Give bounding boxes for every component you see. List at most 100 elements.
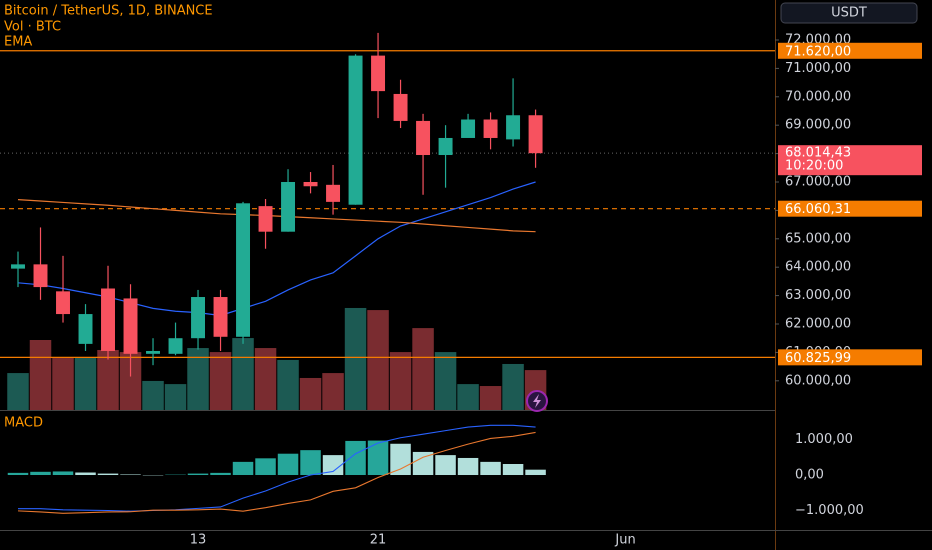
candle-body — [528, 115, 543, 154]
volume-bar — [277, 359, 299, 410]
price-line-label: 60.825,99 — [785, 351, 851, 366]
candle-body — [393, 93, 408, 121]
macd-histogram-bar — [390, 443, 411, 476]
volume-bar — [344, 307, 367, 410]
currency-button[interactable] — [780, 2, 918, 24]
candle-body — [11, 264, 25, 269]
y-tick-label: 65.000,00 — [785, 231, 851, 246]
y-tick-label: 71.000,00 — [785, 61, 851, 76]
price-line-badge — [778, 42, 922, 59]
plot — [0, 32, 775, 514]
price-line-label: 66.060,31 — [785, 202, 851, 217]
last-price-label: 68.014,43 — [785, 146, 851, 161]
macd-tick-label: 0,00 — [795, 468, 824, 483]
price-line-label: 71.620,00 — [785, 44, 851, 59]
macd-tick-label: 1.000,00 — [795, 432, 853, 447]
candle-body — [483, 119, 498, 138]
volume-bar — [97, 349, 119, 410]
volume-bar — [29, 340, 52, 410]
macd-histogram-bar — [30, 471, 51, 476]
candle-body — [123, 298, 138, 354]
ema-line — [17, 199, 536, 233]
candle-body — [146, 350, 160, 354]
volume-bar — [142, 380, 164, 410]
last-price-badge — [778, 145, 922, 176]
macd-histogram-bar — [457, 457, 479, 476]
macd-histogram-bar — [300, 450, 321, 476]
macd-histogram-bar — [525, 469, 546, 476]
macd-histogram-bar — [75, 472, 96, 476]
volume-bar — [457, 384, 479, 410]
volume-bar — [7, 373, 29, 410]
volume-bar — [209, 352, 232, 410]
volume-bar — [254, 348, 277, 410]
volume-label: Vol · BTC — [4, 20, 61, 35]
candle-body — [168, 338, 183, 354]
volume-bar — [389, 352, 412, 410]
volume-bar — [502, 363, 524, 410]
x-tick-label: Jun — [614, 533, 635, 548]
volume-bar — [232, 338, 254, 410]
price-axis: 1321Jun60.000,0061.000,0062.000,0063.000… — [190, 32, 922, 548]
volume-bar — [187, 348, 209, 410]
candle-body — [416, 120, 431, 156]
alert-bolt — [533, 394, 541, 408]
candle-body — [56, 291, 70, 315]
macd-line — [18, 424, 536, 512]
macd-label: MACD — [4, 416, 43, 431]
candle-body — [78, 314, 93, 344]
y-tick-label: 62.000,00 — [785, 317, 851, 332]
macd-tick-label: −1.000,00 — [795, 503, 864, 518]
y-tick-label: 63.000,00 — [785, 288, 851, 303]
countdown-label: 10:20:00 — [785, 159, 843, 174]
volume-bar — [52, 358, 74, 410]
candle-body — [281, 181, 296, 232]
y-tick-label: 64.000,00 — [785, 260, 851, 275]
volume-bar — [434, 352, 457, 410]
macd-histogram-bar — [277, 453, 299, 476]
candle-body — [461, 119, 476, 138]
volume-bar — [119, 352, 142, 410]
currency-label[interactable]: USDT — [831, 6, 867, 21]
volume-bar — [479, 386, 502, 410]
macd-histogram-bar — [480, 461, 501, 476]
candle-body — [326, 184, 341, 202]
candle-body — [348, 55, 363, 205]
macd-histogram-bar — [97, 473, 119, 476]
candle-body — [33, 264, 48, 288]
macd-histogram-bar — [210, 472, 231, 476]
price-line-badge — [778, 349, 922, 366]
candle-body — [236, 203, 251, 337]
macd-histogram-bar — [322, 455, 344, 476]
macd-histogram-bar — [187, 473, 209, 476]
y-tick-label: 67.000,00 — [785, 174, 851, 189]
price-line-badge — [778, 200, 922, 217]
volume-bar — [367, 310, 389, 410]
macd-histogram-bar — [120, 474, 141, 476]
x-tick-label: 21 — [370, 533, 387, 548]
volume-bar — [412, 328, 434, 410]
ema-label: EMA — [4, 35, 32, 50]
macd-histogram-bar — [502, 464, 524, 476]
candle-body — [213, 297, 228, 337]
macd-histogram-bar — [412, 451, 434, 476]
macd-histogram-bar — [345, 440, 366, 476]
candle-body — [506, 115, 521, 140]
macd-histogram-bar — [255, 458, 276, 476]
candle-body — [371, 55, 386, 92]
macd-histogram-bar — [52, 471, 74, 476]
volume-bar — [164, 384, 187, 410]
volume-bar — [322, 373, 344, 410]
volume-bar — [74, 358, 97, 410]
y-tick-label: 60.000,00 — [785, 373, 851, 388]
candle-body — [191, 297, 206, 339]
y-tick-label: 69.000,00 — [785, 118, 851, 133]
x-tick-label: 13 — [190, 533, 207, 548]
candle-body — [438, 137, 453, 156]
y-tick-label: 70.000,00 — [785, 89, 851, 104]
candle-body — [303, 181, 318, 187]
candle-body — [258, 206, 273, 232]
macd-histogram-bar — [367, 440, 389, 476]
